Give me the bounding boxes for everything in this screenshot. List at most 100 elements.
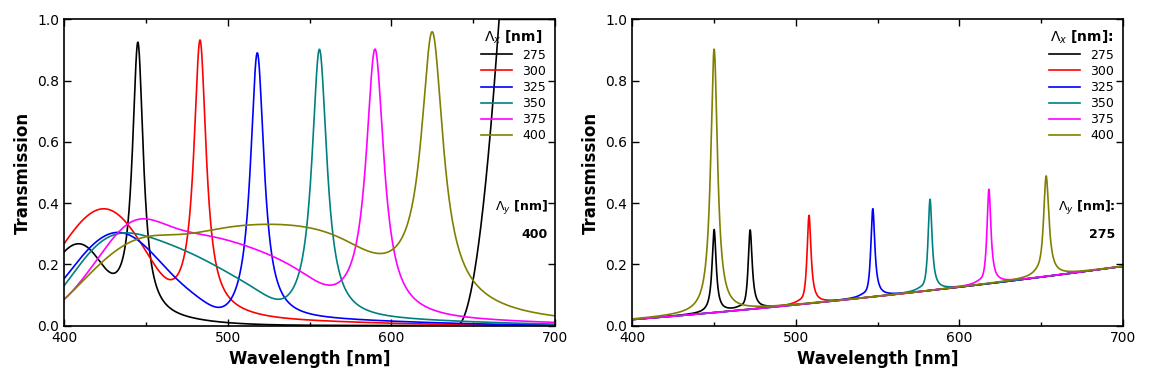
375 xyxy=(534,320,547,324)
375 xyxy=(263,253,277,257)
400 xyxy=(1076,269,1090,273)
275 xyxy=(268,322,282,327)
275 xyxy=(859,295,873,300)
Text: 400: 400 xyxy=(521,228,547,241)
300 xyxy=(1101,266,1114,270)
400 xyxy=(707,47,721,52)
300 xyxy=(291,317,305,322)
275 xyxy=(450,323,463,328)
400 xyxy=(626,317,639,321)
Text: 275: 275 xyxy=(1089,228,1116,241)
275 xyxy=(1117,264,1130,269)
375 xyxy=(982,187,996,191)
375 xyxy=(859,295,873,300)
Line: 375: 375 xyxy=(64,49,555,322)
350 xyxy=(534,322,547,326)
350 xyxy=(982,281,996,286)
300 xyxy=(549,323,562,328)
375 xyxy=(1076,269,1090,274)
Y-axis label: Transmission: Transmission xyxy=(14,112,32,234)
Line: 400: 400 xyxy=(632,49,1124,319)
X-axis label: Wavelength [nm]: Wavelength [nm] xyxy=(797,350,958,368)
325 xyxy=(1101,266,1114,270)
350 xyxy=(836,298,850,302)
275 xyxy=(291,323,305,327)
400 xyxy=(859,295,873,300)
325 xyxy=(831,298,845,303)
300 xyxy=(508,323,522,327)
300 xyxy=(414,322,428,326)
325 xyxy=(982,281,996,286)
275 xyxy=(836,298,850,302)
375 xyxy=(1101,266,1114,270)
Line: 275: 275 xyxy=(632,230,1124,319)
350 xyxy=(58,283,71,288)
275 xyxy=(831,298,845,303)
Legend: 275, 300, 325, 350, 375, 400: 275, 300, 325, 350, 375, 400 xyxy=(1046,26,1117,145)
375 xyxy=(831,298,845,303)
Line: 300: 300 xyxy=(64,40,555,325)
325 xyxy=(508,322,522,327)
325 xyxy=(251,50,264,55)
275 xyxy=(1101,266,1114,270)
275 xyxy=(58,249,71,254)
Legend: 275, 300, 325, 350, 375, 400: 275, 300, 325, 350, 375, 400 xyxy=(478,26,549,145)
325 xyxy=(859,289,873,293)
300 xyxy=(263,314,277,319)
400 xyxy=(508,306,522,310)
Text: $\Lambda_y$ [nm]:: $\Lambda_y$ [nm]: xyxy=(1058,199,1116,217)
400 xyxy=(414,138,428,142)
375 xyxy=(549,320,562,325)
Line: 375: 375 xyxy=(632,189,1124,320)
400 xyxy=(263,222,277,227)
350 xyxy=(1101,266,1114,270)
300 xyxy=(1117,264,1130,269)
325 xyxy=(1076,269,1090,274)
400 xyxy=(549,314,562,318)
325 xyxy=(263,243,277,248)
400 xyxy=(836,298,850,302)
375 xyxy=(268,255,282,259)
300 xyxy=(1076,269,1090,274)
350 xyxy=(831,298,845,303)
275 xyxy=(492,17,506,22)
350 xyxy=(313,47,327,52)
Line: 275: 275 xyxy=(64,19,555,325)
Line: 300: 300 xyxy=(632,215,1124,320)
300 xyxy=(58,241,71,246)
300 xyxy=(803,213,816,218)
300 xyxy=(193,38,207,42)
375 xyxy=(836,298,850,303)
400 xyxy=(291,223,305,228)
275 xyxy=(534,17,547,22)
375 xyxy=(291,267,305,272)
350 xyxy=(291,276,305,280)
325 xyxy=(534,322,547,327)
325 xyxy=(1117,264,1130,269)
300 xyxy=(836,297,850,302)
375 xyxy=(414,301,428,306)
Line: 325: 325 xyxy=(632,209,1124,320)
400 xyxy=(982,281,996,285)
350 xyxy=(414,317,428,321)
300 xyxy=(831,298,845,302)
400 xyxy=(58,297,71,301)
400 xyxy=(831,298,845,303)
275 xyxy=(263,322,277,327)
375 xyxy=(368,47,382,51)
275 xyxy=(1076,269,1090,274)
300 xyxy=(626,317,639,322)
325 xyxy=(866,206,880,211)
350 xyxy=(268,296,282,301)
350 xyxy=(923,197,937,202)
350 xyxy=(626,317,639,322)
375 xyxy=(1117,264,1130,269)
Line: 400: 400 xyxy=(64,32,555,316)
Line: 350: 350 xyxy=(64,49,555,324)
375 xyxy=(982,187,996,192)
350 xyxy=(549,322,562,326)
300 xyxy=(859,295,873,300)
400 xyxy=(1101,266,1114,270)
400 xyxy=(534,311,547,316)
350 xyxy=(859,295,873,300)
